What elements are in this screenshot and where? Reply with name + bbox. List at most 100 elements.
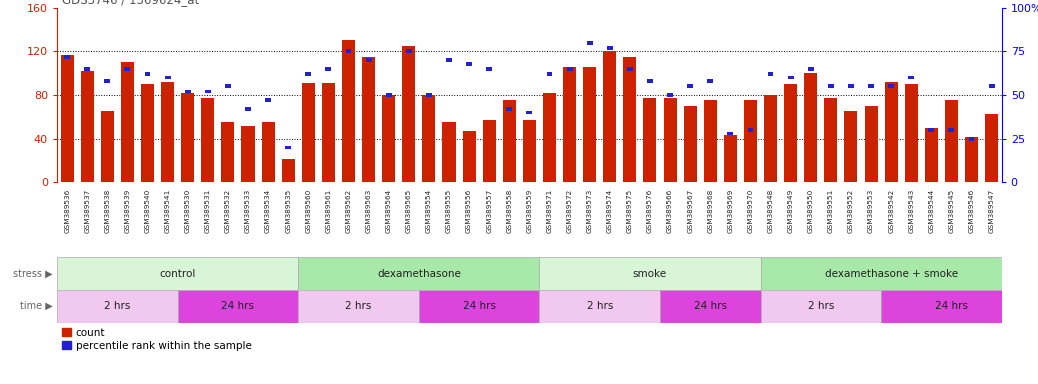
Bar: [285, 146, 291, 149]
Bar: [788, 76, 794, 79]
Bar: [426, 93, 432, 97]
Bar: [201, 98, 215, 182]
Bar: [824, 98, 838, 182]
Bar: [828, 84, 834, 88]
Bar: [624, 57, 636, 182]
Bar: [667, 93, 673, 97]
Bar: [808, 67, 814, 71]
Bar: [225, 84, 230, 88]
Bar: [764, 95, 777, 182]
Bar: [221, 122, 235, 182]
Text: dexamethasone: dexamethasone: [377, 268, 461, 279]
Bar: [242, 126, 254, 182]
Bar: [644, 98, 656, 182]
Bar: [305, 72, 311, 76]
Bar: [905, 84, 918, 182]
Bar: [185, 89, 191, 93]
Bar: [985, 114, 999, 182]
Bar: [908, 76, 914, 79]
Bar: [586, 41, 593, 45]
Bar: [419, 290, 540, 323]
Bar: [442, 122, 456, 182]
Bar: [406, 50, 412, 53]
Bar: [543, 93, 556, 182]
Bar: [687, 84, 693, 88]
Bar: [607, 46, 612, 50]
Text: 2 hrs: 2 hrs: [104, 301, 131, 311]
Text: stress ▶: stress ▶: [13, 268, 53, 279]
Bar: [298, 257, 540, 290]
Text: 24 hrs: 24 hrs: [221, 301, 254, 311]
Bar: [141, 84, 154, 182]
Bar: [889, 84, 894, 88]
Bar: [523, 120, 536, 182]
Bar: [466, 62, 472, 66]
Bar: [844, 111, 857, 182]
Bar: [949, 128, 954, 132]
Bar: [177, 290, 298, 323]
Bar: [64, 55, 71, 58]
Bar: [660, 290, 761, 323]
Text: 2 hrs: 2 hrs: [586, 301, 612, 311]
Bar: [165, 76, 170, 79]
Bar: [968, 137, 975, 141]
Bar: [182, 93, 194, 182]
Bar: [925, 128, 938, 182]
Bar: [868, 84, 874, 88]
Bar: [486, 67, 492, 71]
Bar: [446, 58, 452, 62]
Bar: [302, 83, 315, 182]
Bar: [583, 67, 596, 182]
Bar: [884, 82, 898, 182]
Text: time ▶: time ▶: [20, 301, 53, 311]
Bar: [346, 50, 352, 53]
Bar: [747, 128, 754, 132]
Bar: [728, 132, 733, 136]
Bar: [704, 101, 717, 182]
Bar: [507, 107, 512, 111]
Text: 2 hrs: 2 hrs: [346, 301, 372, 311]
Bar: [502, 101, 516, 182]
Bar: [526, 111, 532, 114]
Bar: [761, 290, 881, 323]
Bar: [101, 111, 114, 182]
Bar: [988, 84, 994, 88]
Text: smoke: smoke: [633, 268, 667, 279]
Text: 24 hrs: 24 hrs: [463, 301, 495, 311]
Bar: [281, 159, 295, 182]
Bar: [298, 290, 419, 323]
Bar: [382, 95, 395, 182]
Bar: [603, 51, 617, 182]
Bar: [563, 67, 576, 182]
Bar: [362, 57, 375, 182]
Bar: [365, 58, 372, 62]
Bar: [848, 84, 854, 88]
Text: 24 hrs: 24 hrs: [693, 301, 727, 311]
Bar: [723, 136, 737, 182]
Bar: [57, 257, 298, 290]
Bar: [647, 79, 653, 83]
Bar: [403, 46, 415, 182]
Bar: [386, 93, 391, 97]
Bar: [120, 62, 134, 182]
Bar: [483, 120, 496, 182]
Bar: [768, 72, 773, 76]
Bar: [627, 67, 633, 71]
Bar: [60, 55, 74, 182]
Bar: [245, 107, 251, 111]
Bar: [744, 101, 757, 182]
Bar: [144, 72, 151, 76]
Bar: [463, 131, 475, 182]
Bar: [684, 106, 696, 182]
Bar: [761, 257, 1021, 290]
Bar: [965, 137, 978, 182]
Bar: [540, 290, 660, 323]
Bar: [161, 82, 174, 182]
Bar: [105, 79, 110, 83]
Bar: [804, 73, 817, 182]
Bar: [422, 95, 435, 182]
Bar: [540, 257, 761, 290]
Legend: count, percentile rank within the sample: count, percentile rank within the sample: [62, 328, 251, 351]
Text: 24 hrs: 24 hrs: [935, 301, 967, 311]
Text: dexamethasone + smoke: dexamethasone + smoke: [824, 268, 958, 279]
